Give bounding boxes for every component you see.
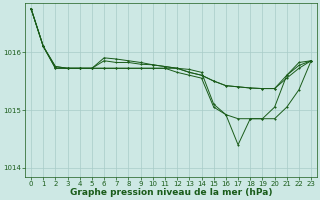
X-axis label: Graphe pression niveau de la mer (hPa): Graphe pression niveau de la mer (hPa) bbox=[70, 188, 272, 197]
